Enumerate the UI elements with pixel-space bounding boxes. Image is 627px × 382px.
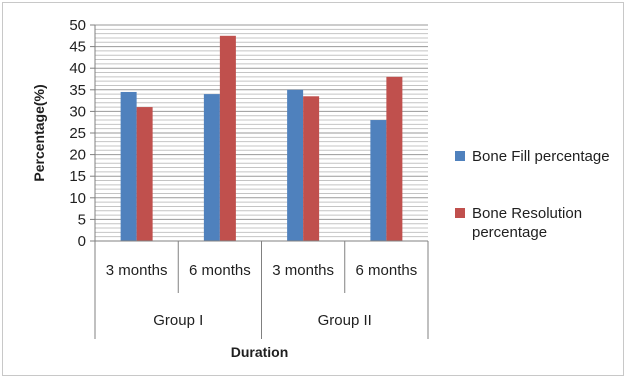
bar-bone-fill: [370, 120, 387, 241]
x-axis-title: Duration: [231, 344, 289, 360]
y-tick-label: 10: [69, 190, 86, 207]
y-tick-label: 35: [69, 82, 86, 99]
legend-label: Bone Resolution percentage: [472, 205, 582, 241]
y-tick-label: 40: [69, 60, 86, 77]
x-tick-label: 6 months: [189, 262, 251, 279]
legend-swatch: [455, 208, 465, 218]
y-tick-label: 30: [69, 103, 86, 120]
bar-bone-resolution: [303, 96, 320, 241]
bar-bone-fill: [203, 94, 220, 242]
bar-bone-fill: [287, 89, 304, 241]
group-labels: Group I Group II: [153, 312, 372, 329]
y-tick-labels: 0 5 10 15 20 25 30 35 40 45 50: [69, 17, 95, 250]
y-tick-label: 0: [78, 233, 86, 250]
y-axis-title: Percentage(%): [31, 84, 47, 181]
x-tick-labels: 3 months 6 months 3 months 6 months: [94, 241, 429, 339]
x-tick-label: 3 months: [272, 262, 334, 279]
y-tick-label: 45: [69, 39, 86, 56]
x-group-label: Group II: [318, 312, 372, 329]
legend-swatch: [455, 151, 465, 161]
x-tick-label: 6 months: [356, 262, 418, 279]
bar-bone-resolution: [136, 107, 153, 241]
y-tick-label: 20: [69, 147, 86, 164]
bar-bone-fill: [120, 91, 137, 242]
x-tick-label: 3 months: [106, 262, 168, 279]
y-tick-label: 5: [78, 211, 86, 228]
bars: [120, 35, 403, 242]
bar-bone-resolution: [386, 76, 403, 241]
legend-label: Bone Fill percentage: [472, 148, 610, 165]
y-tick-label: 25: [69, 125, 86, 142]
bar-bone-resolution: [219, 35, 236, 241]
x-group-label: Group I: [153, 312, 203, 329]
y-tick-label: 50: [69, 17, 86, 34]
legend: Bone Fill percentage Bone Resolution perce…: [455, 148, 610, 241]
chart-frame: 0 5 10 15 20 25 30 35 40 45 50 3 months 6 months 3 m…: [2, 2, 624, 376]
y-tick-label: 15: [69, 168, 86, 185]
